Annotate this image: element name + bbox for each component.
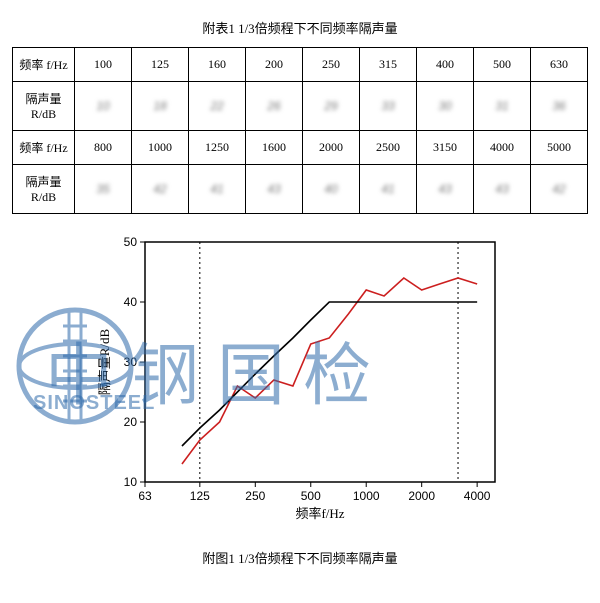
cell: 1600	[246, 131, 303, 165]
cell: 160	[189, 48, 246, 82]
cell: 35	[75, 165, 132, 214]
cell: 41	[360, 165, 417, 214]
cell: 250	[303, 48, 360, 82]
cell: 31	[474, 82, 531, 131]
cell: 2500	[360, 131, 417, 165]
row-header-r: 隔声量 R/dB	[13, 165, 75, 214]
cell: 100	[75, 48, 132, 82]
svg-text:50: 50	[124, 235, 138, 249]
chart-container: 10 20 30 40 50 63 125 250 500 1000 2000 4000 频率f/Hz 隔…	[85, 232, 515, 532]
svg-text:250: 250	[245, 489, 265, 503]
chart-svg: 10 20 30 40 50 63 125 250 500 1000 2000 4000 频率f/Hz 隔…	[85, 232, 515, 532]
cell: 43	[246, 165, 303, 214]
sound-insulation-table: 频率 f/Hz 100 125 160 200 250 315 400 500 …	[12, 47, 588, 214]
cell: 500	[474, 48, 531, 82]
cell: 800	[75, 131, 132, 165]
svg-text:500: 500	[301, 489, 321, 503]
table-row: 频率 f/Hz 100 125 160 200 250 315 400 500 …	[13, 48, 588, 82]
svg-text:1000: 1000	[353, 489, 380, 503]
svg-text:4000: 4000	[464, 489, 491, 503]
svg-text:63: 63	[138, 489, 152, 503]
cell: 1250	[189, 131, 246, 165]
chart-caption: 附图1 1/3倍频程下不同频率隔声量	[12, 548, 588, 567]
svg-text:40: 40	[124, 295, 138, 309]
cell: 26	[246, 82, 303, 131]
svg-text:隔声量R/dB: 隔声量R/dB	[97, 328, 112, 395]
cell: 18	[132, 82, 189, 131]
svg-text:125: 125	[190, 489, 210, 503]
cell: 3150	[417, 131, 474, 165]
table-row: 频率 f/Hz 800 1000 1250 1600 2000 2500 315…	[13, 131, 588, 165]
cell: 400	[417, 48, 474, 82]
cell: 29	[303, 82, 360, 131]
cell: 200	[246, 48, 303, 82]
cell: 2000	[303, 131, 360, 165]
cell: 41	[189, 165, 246, 214]
table-caption: 附表1 1/3倍频程下不同频率隔声量	[12, 18, 588, 37]
svg-text:20: 20	[124, 415, 138, 429]
cell: 42	[132, 165, 189, 214]
svg-text:10: 10	[124, 475, 138, 489]
cell: 42	[531, 165, 588, 214]
cell: 315	[360, 48, 417, 82]
cell: 1000	[132, 131, 189, 165]
cell: 43	[474, 165, 531, 214]
row-header-freq: 频率 f/Hz	[13, 48, 75, 82]
cell: 40	[303, 165, 360, 214]
cell: 5000	[531, 131, 588, 165]
cell: 33	[360, 82, 417, 131]
cell: 630	[531, 48, 588, 82]
cell: 30	[417, 82, 474, 131]
cell: 4000	[474, 131, 531, 165]
svg-text:2000: 2000	[408, 489, 435, 503]
row-header-r: 隔声量 R/dB	[13, 82, 75, 131]
svg-text:30: 30	[124, 355, 138, 369]
cell: 10	[75, 82, 132, 131]
cell: 22	[189, 82, 246, 131]
table-row: 隔声量 R/dB 10 18 22 26 29 33 30 31 36	[13, 82, 588, 131]
table-row: 隔声量 R/dB 35 42 41 43 40 41 43 43 42	[13, 165, 588, 214]
row-header-freq: 频率 f/Hz	[13, 131, 75, 165]
svg-text:频率f/Hz: 频率f/Hz	[295, 506, 344, 521]
cell: 43	[417, 165, 474, 214]
cell: 125	[132, 48, 189, 82]
cell: 36	[531, 82, 588, 131]
